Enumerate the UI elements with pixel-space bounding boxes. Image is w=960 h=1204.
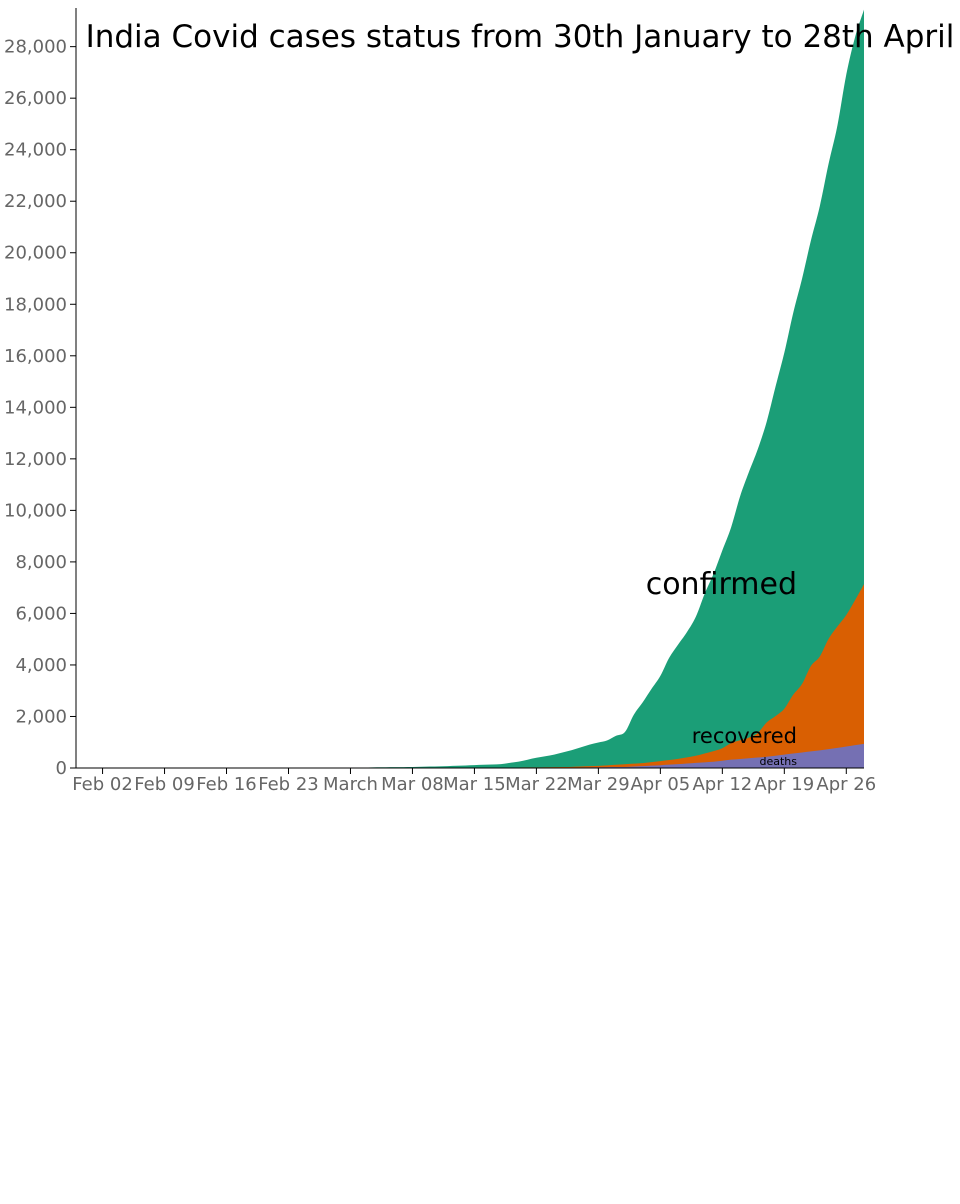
x-tick-label: Feb 09 — [134, 774, 195, 795]
chart-title: India Covid cases status from 30th Janua… — [86, 19, 955, 55]
series-areas — [76, 9, 864, 769]
y-tick-label: 4,000 — [15, 655, 67, 676]
axes: 0 2,000 4,000 6,000 8,000 10,000 12,000 14,000 1… — [4, 8, 876, 795]
y-tick-label: 14,000 — [4, 397, 67, 418]
series-label-confirmed: confirmed — [646, 567, 797, 602]
series-label-recovered: recovered — [692, 724, 797, 748]
y-tick-label: 12,000 — [4, 449, 67, 470]
area-confirmed — [76, 9, 864, 769]
y-tick-label: 10,000 — [4, 500, 67, 521]
area-recovered — [76, 584, 864, 768]
series-label-deaths: deaths — [759, 755, 797, 768]
y-tick-label: 0 — [56, 758, 67, 779]
y-tick-label: 16,000 — [4, 346, 67, 367]
x-tick-label: Feb 23 — [258, 774, 319, 795]
series-labels: confirmed recovered deaths — [646, 567, 798, 768]
y-tick-label: 6,000 — [15, 603, 67, 624]
y-tick-label: 28,000 — [4, 37, 67, 58]
x-tick-label: March — [323, 774, 378, 795]
x-tick-label: Mar 15 — [443, 774, 506, 795]
x-tick-label: Mar 29 — [567, 774, 630, 795]
area-deaths — [76, 743, 864, 768]
x-tick-label: Mar 08 — [381, 774, 444, 795]
x-tick-label: Apr 05 — [630, 774, 690, 795]
y-tick-label: 20,000 — [4, 243, 67, 264]
x-tick-label: Apr 12 — [692, 774, 752, 795]
y-tick-label: 22,000 — [4, 191, 67, 212]
x-tick-label: Apr 26 — [816, 774, 876, 795]
x-tick-label: Apr 19 — [754, 774, 814, 795]
y-tick-label: 24,000 — [4, 140, 67, 161]
x-tick-label: Feb 16 — [196, 774, 257, 795]
y-tick-label: 8,000 — [15, 552, 67, 573]
y-tick-label: 26,000 — [4, 88, 67, 109]
y-tick-label: 18,000 — [4, 294, 67, 315]
x-tick-label: Mar 22 — [505, 774, 568, 795]
y-tick-label: 2,000 — [15, 706, 67, 727]
x-tick-label: Feb 02 — [72, 774, 133, 795]
